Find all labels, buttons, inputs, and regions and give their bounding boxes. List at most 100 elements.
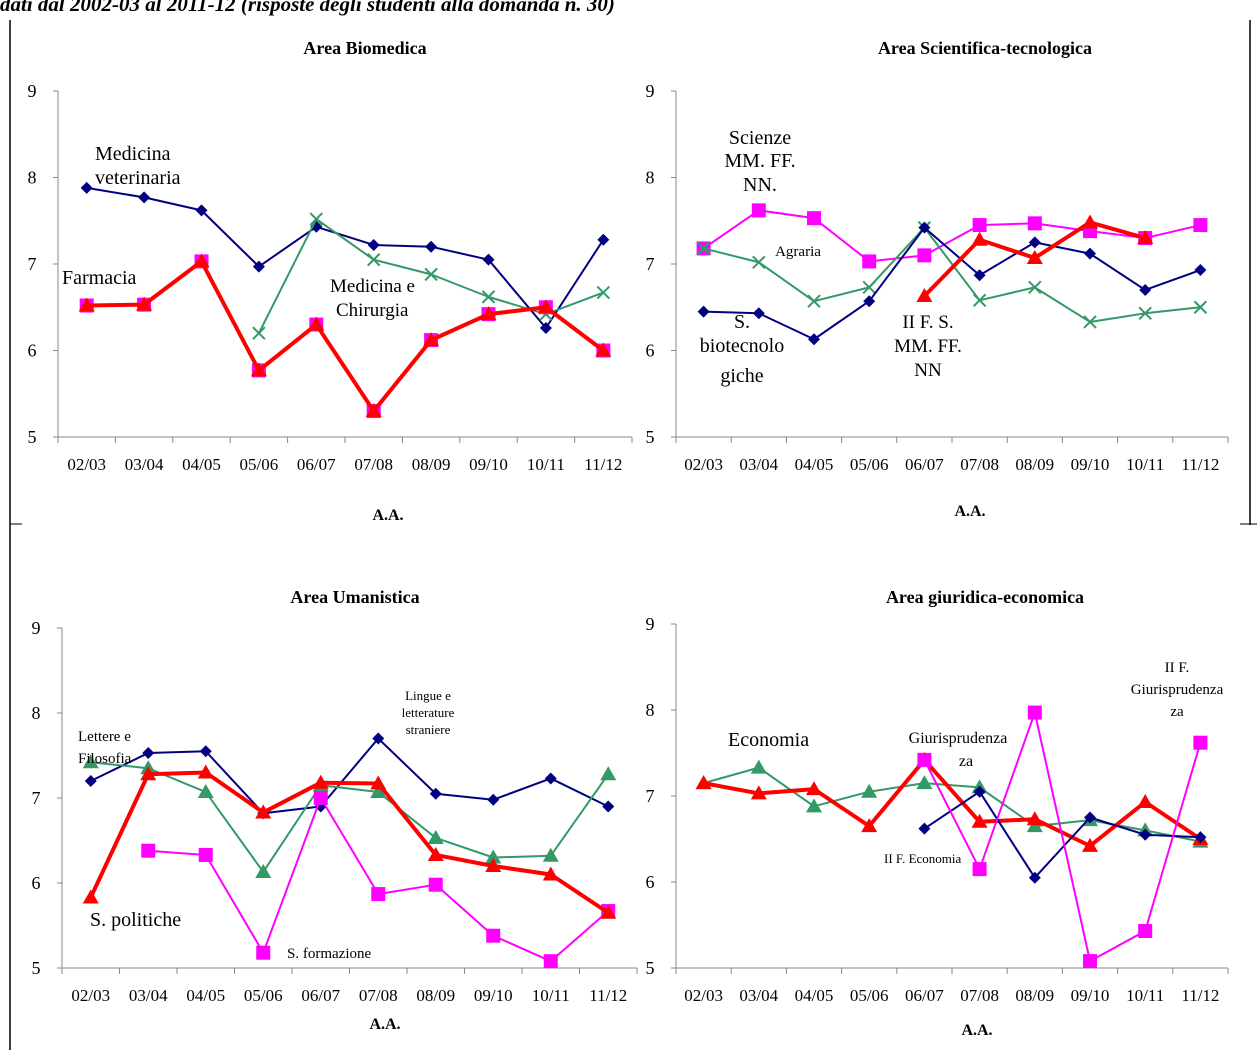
chart-panel-1: Area Biomedica 5 6 7 8 9 02/03 03/04 04/05 05/06 0… [28,38,633,524]
x-tick-label: 03/04 [739,986,778,1005]
data-point [197,764,214,779]
chart-panel-4: Area giuridica-economica 5 6 7 8 9 02/03 03/04 0… [646,587,1229,1039]
data-point [918,221,931,234]
x-tick-label: 11/12 [584,455,622,474]
series-line [703,209,1201,263]
series-3 [918,785,1207,884]
data-point [1138,306,1152,321]
data-point [481,290,496,304]
x-tick-label: 07/08 [960,455,999,474]
data-point [539,322,552,335]
data-point [1193,300,1208,314]
x-axis-label: A.A. [954,503,985,520]
x-tick-label: 05/06 [850,455,889,474]
data-point [141,843,156,858]
data-point [542,847,559,862]
x-tick-label: 07/08 [354,455,393,474]
x-tick-label: 03/04 [129,986,168,1005]
y-tick-label: 5 [646,958,655,978]
chart-title: Area Umanistica [290,587,419,607]
series-line [86,259,605,414]
data-point [595,342,612,357]
data-point [1028,280,1042,295]
data-point [1083,315,1097,329]
data-point [370,775,387,790]
annotation: Chirurgia [336,300,409,321]
data-point [1138,924,1153,939]
data-point [80,181,93,194]
data-point [695,775,712,790]
data-point [542,866,559,881]
series-line [258,218,604,334]
y-tick-label: 9 [646,614,655,634]
data-point [861,818,878,833]
data-point [973,269,986,282]
y-tick-label: 9 [32,618,41,638]
annotation: Giurisprudenza [909,730,1008,747]
annotation: za [1170,704,1184,720]
x-tick-label: 08/09 [1015,455,1054,474]
data-point [1194,831,1207,844]
x-tick-label: 11/12 [1181,986,1219,1005]
annotation: giche [720,365,763,387]
series-line [148,797,609,963]
data-point [1083,954,1097,969]
x-tick-label: 04/05 [186,986,225,1005]
y-tick-label: 5 [28,427,37,447]
data-point [427,846,444,861]
x-tick-label: 09/10 [1071,455,1110,474]
series-line [88,770,610,915]
data-point [252,260,265,273]
x-tick-label: 02/03 [67,455,106,474]
data-point [537,299,554,314]
data-point [82,889,99,904]
data-point [1193,735,1208,750]
annotation: letterature [402,705,455,720]
data-point [429,787,442,800]
x-tick-label: 02/03 [684,455,723,474]
y-tick-label: 6 [646,872,655,892]
data-point [697,305,710,318]
data-point [1139,283,1152,296]
y-tick-label: 9 [28,81,37,101]
data-point [750,785,767,800]
data-point [544,772,557,785]
data-point [972,218,987,233]
annotation: Economia [728,729,809,751]
data-point [1137,230,1154,245]
data-point [916,288,933,303]
y-tick-label: 6 [28,341,37,361]
data-point [136,296,153,311]
data-point [423,332,440,347]
chart-panel-2: Area Scientifica-tecnologica 5 6 7 8 9 02/03 03… [646,38,1229,520]
data-point [751,203,766,218]
chart-title: Area giuridica-economica [886,587,1084,607]
series-1 [80,181,610,335]
data-point [1193,218,1208,233]
x-axis-label: A.A. [369,1016,400,1033]
data-point [485,858,502,872]
data-point [256,945,271,960]
x-axis-label: A.A. [961,1022,992,1039]
data-point [480,306,497,321]
annotation: MM. FF. [724,150,795,172]
annotation: Filosofia [78,751,132,767]
x-tick-label: 10/11 [1126,455,1164,474]
data-point [1137,794,1154,809]
series-4 [916,214,1154,303]
annotation: veterinaria [95,167,181,189]
x-tick-label: 04/05 [795,986,834,1005]
chart-title: Area Scientifica-tecnologica [878,38,1092,58]
data-point [250,362,267,377]
data-point [84,775,97,787]
annotation: Scienze [729,127,791,149]
x-tick-label: 06/07 [905,986,944,1005]
x-axis-label: A.A. [372,507,403,524]
annotation: S. politiche [90,909,181,931]
data-point [602,800,615,813]
data-point [916,775,933,790]
data-point [1084,247,1096,260]
annotation: Medicina [95,143,171,165]
data-point [543,954,558,969]
annotation: Lettere e [78,729,131,745]
